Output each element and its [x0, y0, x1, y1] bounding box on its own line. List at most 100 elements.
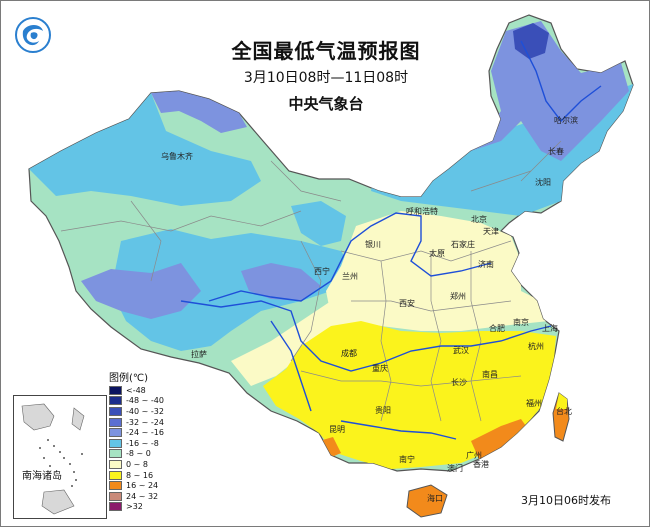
legend-swatch [109, 502, 122, 512]
legend-swatch [109, 470, 122, 480]
city-label: 石家庄 [451, 240, 475, 249]
city-label: 西安 [399, 299, 415, 308]
mekong-river [270, 320, 312, 412]
legend-label: -24 ~ -16 [126, 428, 164, 438]
city-label: 兰州 [342, 272, 358, 281]
legend-item: 8 ~ 16 [109, 470, 179, 481]
forecast-period: 3月10日08时—11日08时 [243, 70, 409, 86]
legend-item: 24 ~ 32 [109, 491, 179, 502]
zone-16-24 [471, 419, 531, 459]
legend-swatch [109, 406, 122, 416]
city-label: 拉萨 [191, 350, 207, 359]
zone-minus32-minus24 [513, 23, 549, 59]
legend-swatch [109, 491, 122, 501]
city-label: 福州 [526, 399, 542, 408]
legend-item: -32 ~ -24 [109, 417, 179, 428]
zone-minus16-minus8-ridge [291, 201, 346, 246]
city-label: 西宁 [314, 267, 330, 276]
zone-8-16 [263, 321, 556, 469]
zone-0-8-south [231, 301, 366, 386]
legend-swatch [109, 417, 122, 427]
city-label: 南宁 [399, 455, 415, 464]
legend-label: -40 ~ -32 [126, 406, 164, 416]
publish-time-note: 3月10日06时发布 [521, 494, 611, 507]
map-legend: 图例(℃) <-48 -48 ~ -40 -40 ~ -32 -32 ~ -24 -24… [109, 369, 179, 512]
city-label: 南京 [513, 318, 529, 327]
legend-swatch [109, 481, 122, 491]
legend-swatch [109, 438, 122, 448]
legend-label: -48 ~ -40 [126, 396, 164, 406]
inset-map [21, 403, 85, 515]
city-label: 广州 [466, 451, 482, 460]
legend-swatch [109, 428, 122, 438]
city-label: 海口 [427, 494, 443, 503]
legend-label: -16 ~ -8 [126, 438, 159, 448]
legend-item: 16 ~ 24 [109, 480, 179, 491]
zone-minus24-minus16-plateau [81, 263, 201, 319]
city-label: 武汉 [453, 346, 469, 355]
city-label: 银川 [365, 240, 381, 249]
city-label: 合肥 [489, 324, 505, 333]
legend-label: -32 ~ -24 [126, 417, 164, 427]
yangtze-river [180, 300, 552, 372]
legend-item: >32 [109, 502, 179, 513]
legend-item: 0 ~ 8 [109, 459, 179, 470]
legend-rows: <-48 -48 ~ -40 -40 ~ -32 -32 ~ -24 -24 ~ -16… [109, 385, 179, 512]
zone-minus24-minus16-west [151, 91, 247, 133]
city-label: 天津 [483, 227, 499, 236]
legend-swatch [109, 459, 122, 469]
legend-label: >32 [126, 502, 143, 512]
city-label: 太原 [429, 249, 445, 258]
legend-swatch [109, 449, 122, 459]
city-label: 南昌 [482, 370, 498, 379]
south-china-sea-inset: 南海诸岛 [13, 395, 107, 519]
city-label: 重庆 [372, 364, 388, 373]
hainan-island [406, 484, 448, 518]
legend-label: 8 ~ 16 [126, 470, 154, 480]
inset-label: 南海诸岛 [22, 471, 62, 482]
city-label: 呼和浩特 [406, 207, 438, 216]
city-label: 杭州 [528, 342, 544, 351]
city-label: 沈阳 [535, 178, 551, 187]
zone-minus16-minus8-west [29, 93, 261, 206]
songhua-river [520, 40, 602, 123]
zone-16-24-yunnan [319, 437, 341, 459]
taiwan-north [556, 393, 567, 409]
legend-item: -24 ~ -16 [109, 427, 179, 438]
city-label: 上海 [542, 324, 558, 333]
city-label: 济南 [478, 260, 494, 269]
legend-label: 24 ~ 32 [126, 491, 159, 501]
legend-swatch [109, 385, 122, 395]
city-label: 乌鲁木齐 [161, 152, 193, 161]
legend-title: 图例(℃) [109, 373, 149, 384]
pearl-river [340, 420, 457, 440]
legend-item: -48 ~ -40 [109, 396, 179, 407]
city-label: 台北 [556, 407, 572, 416]
legend-item: <-48 [109, 385, 179, 396]
city-label: 郑州 [450, 292, 466, 301]
legend-label: -8 ~ 0 [126, 449, 151, 459]
legend-label: <-48 [126, 385, 146, 395]
zone-minus24-minus16-qinghai [241, 263, 321, 301]
zone-minus16-minus8-plateau [111, 229, 356, 351]
legend-label: 0 ~ 8 [126, 459, 148, 469]
yellow-river [208, 212, 492, 302]
city-label: 北京 [471, 215, 487, 224]
legend-item: -8 ~ 0 [109, 449, 179, 460]
city-label: 香港 [473, 460, 489, 469]
legend-item: -40 ~ -32 [109, 406, 179, 417]
cma-logo [15, 17, 51, 53]
zone-minus24-minus16 [471, 21, 629, 161]
city-label: 昆明 [329, 425, 345, 434]
city-label: 澳门 [447, 464, 463, 473]
city-label: 长春 [548, 147, 564, 156]
city-label: 贵阳 [375, 406, 391, 415]
city-label: 成都 [341, 349, 357, 358]
map-title: 全国最低气温预报图 [231, 39, 421, 63]
legend-item: -16 ~ -8 [109, 438, 179, 449]
city-label: 哈尔滨 [554, 116, 578, 125]
city-label: 长沙 [451, 378, 467, 387]
issuer-name: 中央气象台 [288, 95, 364, 113]
